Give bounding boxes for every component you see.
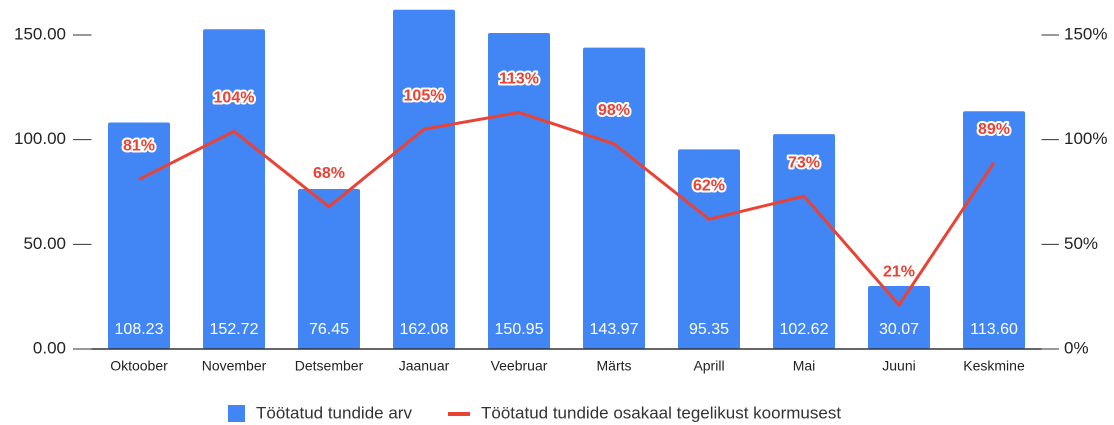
bar [203, 29, 265, 350]
x-tick-label: Oktoober [110, 358, 168, 374]
line-label: 89% [978, 121, 1010, 138]
line-label: 105% [404, 87, 445, 104]
y-tick-label: 100.00 [14, 129, 66, 148]
line-label: 113% [499, 71, 539, 88]
bar [963, 111, 1025, 350]
bar-label: 95.35 [689, 321, 729, 338]
x-tick-label: November [202, 358, 267, 374]
bar-label: 143.97 [590, 321, 639, 338]
y2-tick-label: 50% [1064, 234, 1098, 253]
x-tick-label: Mai [793, 358, 816, 374]
line-label: 21% [883, 263, 915, 280]
x-tick-label: Veebruar [491, 358, 548, 374]
bar-label: 152.72 [210, 321, 259, 338]
bar [868, 286, 930, 349]
x-tick-label: Jaanuar [399, 358, 450, 374]
bar-label: 102.62 [780, 321, 829, 338]
line [138, 110, 996, 308]
bar [583, 47, 645, 349]
bar-label: 113.60 [970, 321, 1018, 338]
bar-label: 162.08 [400, 321, 449, 338]
y2-tick-label: 0% [1064, 338, 1089, 357]
bar [678, 149, 740, 349]
legend-swatch [228, 405, 245, 422]
bar [488, 33, 550, 350]
y2-tick-label: 100% [1064, 129, 1107, 148]
bar [773, 134, 835, 349]
y-tick-label: 0.00 [33, 338, 66, 357]
x-tick-label: Märts [597, 358, 632, 374]
bar-label: 150.95 [495, 321, 544, 338]
bar-label: 108.23 [115, 321, 164, 338]
line-label: 73% [788, 154, 820, 171]
bar [108, 122, 170, 349]
y-tick-label: 150.00 [14, 24, 66, 43]
bar [393, 9, 455, 350]
line-label: 62% [693, 177, 725, 194]
legend-label: Töötatud tundide arv [256, 403, 412, 422]
x-tick-label: Juuni [882, 358, 915, 374]
x-tick-label: Keskmine [963, 358, 1025, 374]
bar [298, 188, 360, 349]
x-tick-label: Detsember [295, 358, 364, 374]
y2-tick-label: 150% [1064, 24, 1107, 43]
line-label: 98% [598, 102, 630, 119]
x-tick-label: Aprill [693, 358, 724, 374]
legend-label: Töötatud tundide osakaal tegelikust koor… [481, 403, 841, 422]
bar-label: 76.45 [309, 321, 349, 338]
y-tick-label: 50.00 [23, 234, 66, 253]
line-label: 68% [313, 165, 345, 182]
line-label: 81% [123, 138, 155, 155]
bar-label: 30.07 [879, 321, 919, 338]
line-label: 104% [214, 90, 255, 107]
